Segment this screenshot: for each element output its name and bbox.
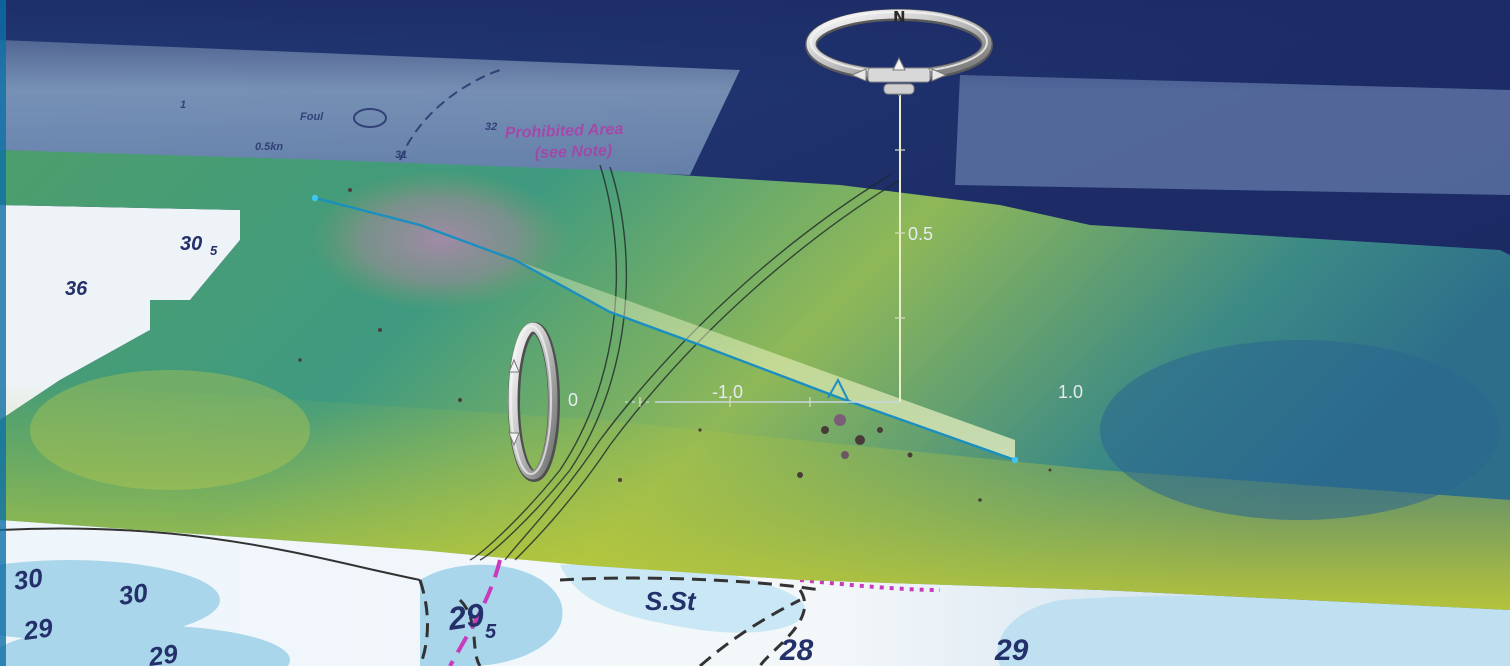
far-chart-annotations: Prohibited Area (see Note) 0.5kn 31 32 F… <box>180 69 624 162</box>
lower-chart-lines <box>0 527 821 666</box>
profile-start-handle[interactable] <box>311 194 319 202</box>
chart-label: 32 <box>485 121 497 133</box>
soundings: 30 30 29 29 29 5 28 29 S.St <box>12 562 1029 666</box>
chart-label: 0.5kn <box>255 141 283 153</box>
profile-line[interactable] <box>314 196 1016 462</box>
cable-lines <box>469 164 901 561</box>
rotate-right-icon[interactable] <box>931 68 948 82</box>
bathymetry-shallow <box>0 380 1510 610</box>
top-fade <box>0 0 1510 90</box>
profile-spike <box>827 377 851 405</box>
sounding-subscript: 5 <box>210 243 218 258</box>
sounding: 30 <box>12 562 45 596</box>
sounding: 29 <box>146 638 180 666</box>
sounding: 29 <box>21 612 55 646</box>
sounding: 30 <box>180 233 202 255</box>
sounding: 29 <box>445 596 486 637</box>
lower-chart-shoals <box>0 560 1510 666</box>
axis-tick-label: 0 <box>568 390 578 410</box>
rotate-left-icon[interactable] <box>850 68 867 82</box>
zoom-up-icon[interactable] <box>508 358 520 373</box>
chart-label: 1 <box>180 99 186 111</box>
sounding: 28 <box>779 634 814 666</box>
bathymetry-deep <box>1100 340 1500 520</box>
profile-ribbon <box>515 260 1015 460</box>
sounding: 36 <box>65 278 88 300</box>
compass-north-label: N <box>893 8 906 26</box>
left-chart-tile <box>0 205 240 420</box>
sounding-subscript: 5 <box>485 621 497 643</box>
chart-label: S.St <box>645 586 697 616</box>
bathymetry-mound <box>310 170 570 310</box>
chart-label: (see Note) <box>535 142 613 162</box>
axis-tick-label: 1.0 <box>1058 382 1083 402</box>
sounding: 30 <box>117 577 150 611</box>
left-edge-strip <box>0 0 6 666</box>
axis-tick-label: 0.5 <box>908 224 933 244</box>
tilt-up-icon[interactable] <box>892 56 906 71</box>
bathymetry-ridge <box>30 370 310 490</box>
chart-label: Foul <box>300 111 324 123</box>
chart-label: Prohibited Area <box>505 121 624 142</box>
profile-end-handle[interactable] <box>1011 456 1019 464</box>
sounding: 29 <box>994 634 1029 666</box>
axis-tick-label: -1.0 <box>712 382 743 402</box>
seafloor-debris <box>298 188 1052 502</box>
zoom-down-icon[interactable] <box>508 432 520 447</box>
compass-ring-icon[interactable]: N <box>805 8 993 98</box>
axis-gizmo: 0.5 -1.0 0 1.0 <box>568 95 1083 410</box>
tilt-ring-icon[interactable] <box>508 322 560 482</box>
